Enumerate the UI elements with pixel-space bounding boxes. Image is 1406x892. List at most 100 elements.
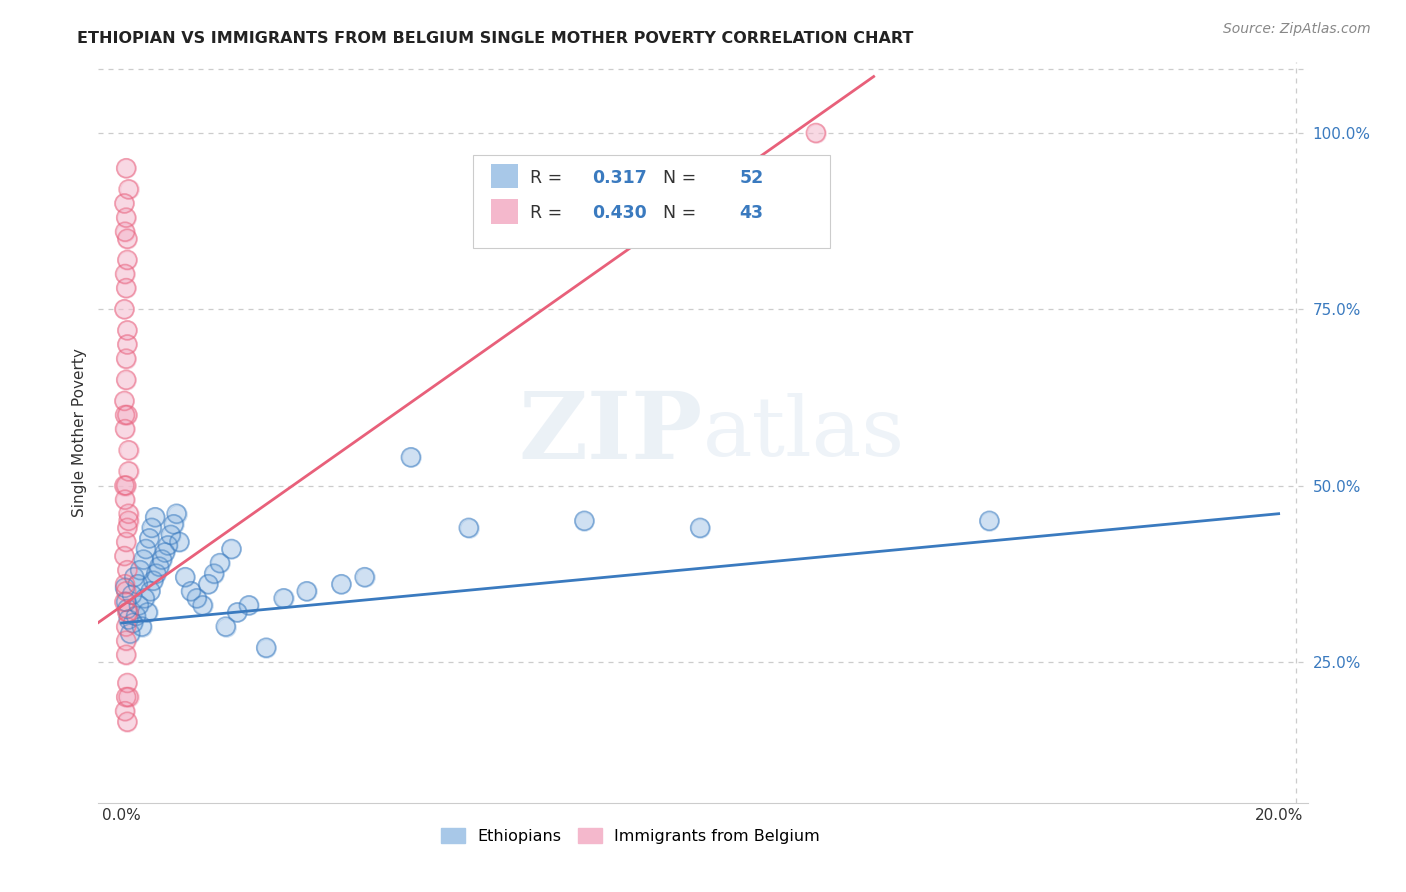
Point [115,595,138,609]
Point [574,514,596,528]
Point [114,549,136,563]
Text: Source: ZipAtlas.com: Source: ZipAtlas.com [1223,22,1371,37]
Point [114,492,136,507]
Point [117,323,139,337]
Point [117,408,139,422]
Point [166,507,188,521]
Point [804,126,827,140]
FancyBboxPatch shape [474,155,830,247]
Point [143,510,166,524]
Point [114,492,136,507]
Point [115,211,138,225]
Point [117,182,139,196]
Point [115,648,138,662]
Point [115,351,138,366]
Point [186,591,208,606]
Point [129,563,152,577]
Point [114,577,136,591]
Point [115,690,138,704]
Point [141,521,163,535]
Point [115,373,138,387]
Point [156,538,179,552]
Point [979,514,1001,528]
Point [115,584,138,599]
Point [115,351,138,366]
Point [148,559,170,574]
Point [191,599,214,613]
Point [159,528,181,542]
Point [115,161,138,176]
Point [145,566,167,581]
Point [191,599,214,613]
Text: 0.317: 0.317 [592,169,647,187]
Point [330,577,353,591]
Y-axis label: Single Mother Poverty: Single Mother Poverty [72,348,87,517]
Point [120,626,142,640]
Point [117,521,139,535]
Point [117,464,139,478]
Text: R =: R = [530,169,568,187]
Point [134,591,156,606]
Point [162,517,184,532]
Point [114,196,136,211]
Point [238,599,260,613]
Point [273,591,295,606]
Point [129,563,152,577]
Text: atlas: atlas [703,392,905,473]
Point [132,552,155,566]
Text: ETHIOPIAN VS IMMIGRANTS FROM BELGIUM SINGLE MOTHER POVERTY CORRELATION CHART: ETHIOPIAN VS IMMIGRANTS FROM BELGIUM SIN… [77,31,914,46]
Point [114,704,136,718]
Point [117,323,139,337]
Point [117,443,139,458]
Point [186,591,208,606]
Point [208,556,231,570]
Point [122,615,145,630]
Point [114,225,136,239]
Point [134,591,156,606]
Point [804,126,827,140]
Point [117,690,139,704]
Point [114,302,136,317]
Point [117,676,139,690]
Point [174,570,197,584]
Point [148,559,170,574]
Point [238,599,260,613]
Point [117,464,139,478]
Point [114,422,136,436]
Point [145,566,167,581]
Point [121,588,143,602]
Point [689,521,711,535]
Point [117,507,139,521]
Point [117,252,139,267]
Point [180,584,202,599]
Legend: Ethiopians, Immigrants from Belgium: Ethiopians, Immigrants from Belgium [434,822,827,850]
Text: N =: N = [652,169,702,187]
Point [114,302,136,317]
Point [125,609,148,624]
Point [174,570,197,584]
Point [114,393,136,408]
Point [132,552,155,566]
Point [117,606,139,620]
Point [117,690,139,704]
Point [117,182,139,196]
Point [117,606,139,620]
Point [127,577,149,591]
Point [128,599,150,613]
Point [114,549,136,563]
Point [115,535,138,549]
Point [295,584,318,599]
FancyBboxPatch shape [492,164,517,188]
Point [114,267,136,281]
Point [574,514,596,528]
Point [115,535,138,549]
Point [114,393,136,408]
Point [136,606,159,620]
Point [117,612,139,626]
Point [115,633,138,648]
Point [117,514,139,528]
Point [117,714,139,729]
Point [114,408,136,422]
Point [115,690,138,704]
Point [121,588,143,602]
